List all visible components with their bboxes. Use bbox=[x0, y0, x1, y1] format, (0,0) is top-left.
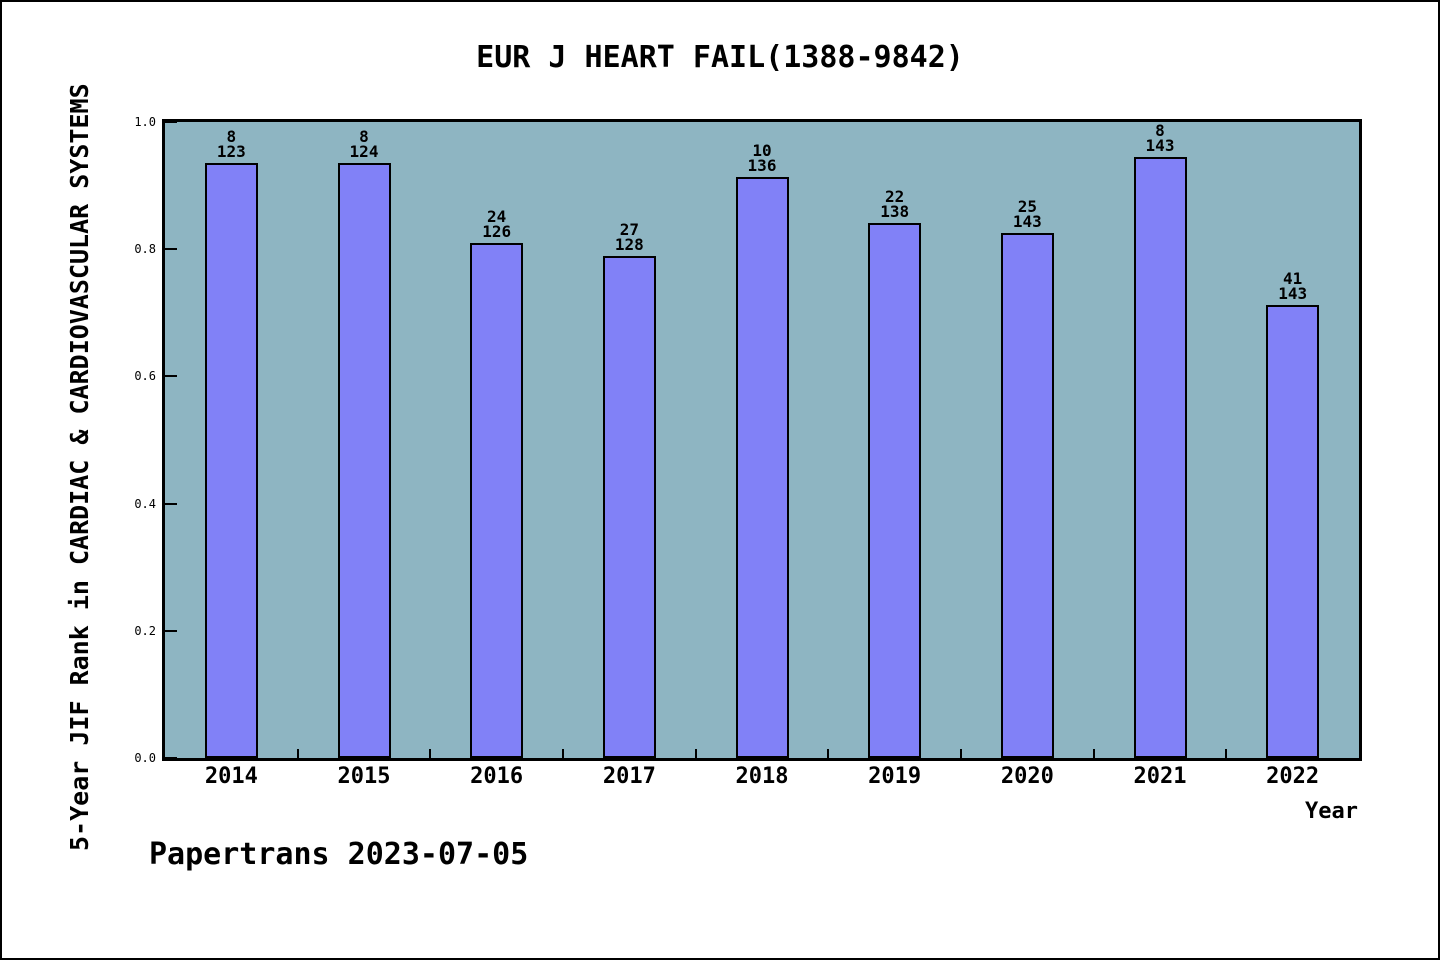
y-axis-tick bbox=[165, 502, 177, 505]
x-tick-label-2021: 2021 bbox=[1133, 764, 1187, 789]
bar-value-label-2020: 25 143 bbox=[967, 197, 1087, 231]
y-tick-label-1.0: 1.0 bbox=[134, 115, 156, 129]
y-tick-label-0.2: 0.2 bbox=[134, 623, 156, 638]
x-axis-tick bbox=[562, 749, 564, 758]
bar-rank-2018: 10 bbox=[752, 141, 772, 160]
footer-watermark: Papertrans 2023-07-05 bbox=[149, 837, 529, 872]
bar-rank-2014: 8 bbox=[226, 127, 237, 146]
bar-rank-2016: 24 bbox=[487, 207, 507, 226]
x-axis-tick bbox=[827, 749, 830, 758]
bar-rank-2022: 41 bbox=[1283, 269, 1303, 288]
y-axis-tick bbox=[165, 757, 177, 759]
bar-value-label-2019: 22 138 bbox=[835, 187, 955, 221]
y-axis-tick bbox=[165, 121, 177, 123]
x-tick-label-2017: 2017 bbox=[602, 764, 656, 789]
bar-value-label-2016: 24 126 bbox=[437, 207, 557, 241]
x-tick-label-2016: 2016 bbox=[470, 764, 524, 789]
y-tick-label-0.4: 0.4 bbox=[134, 496, 156, 511]
bar-rank-2017: 27 bbox=[619, 220, 639, 239]
x-tick-label-2020: 2020 bbox=[1000, 764, 1054, 789]
bar-2015 bbox=[337, 163, 391, 758]
bar-total-2016: 126 bbox=[482, 222, 512, 241]
bar-total-2015: 124 bbox=[349, 142, 379, 161]
bar-total-2017: 128 bbox=[614, 235, 644, 254]
x-tick-label-2018: 2018 bbox=[735, 764, 789, 789]
bar-total-2021: 143 bbox=[1145, 136, 1175, 155]
x-tick-label-2022: 2022 bbox=[1266, 764, 1320, 789]
y-tick-label-0.0: 0.0 bbox=[134, 751, 156, 765]
bar-rank-2020: 25 bbox=[1017, 197, 1037, 216]
bar-rank-2015: 8 bbox=[359, 127, 369, 146]
bar-total-2014: 123 bbox=[216, 142, 246, 161]
bar-value-label-2022: 41 143 bbox=[1233, 269, 1353, 303]
y-axis-tick bbox=[165, 375, 177, 378]
x-axis-label: Year bbox=[1305, 799, 1358, 824]
bar-2018 bbox=[735, 177, 789, 758]
bar-value-label-2021: 8 143 bbox=[1100, 121, 1220, 155]
bar-total-2018: 136 bbox=[747, 156, 777, 175]
x-axis-tick bbox=[429, 749, 432, 758]
bar-value-label-2018: 10 136 bbox=[702, 141, 822, 175]
bar-2022 bbox=[1266, 305, 1320, 758]
x-tick-label-2015: 2015 bbox=[337, 764, 391, 789]
bar-value-label-2017: 27 128 bbox=[569, 220, 689, 254]
plot-area: 8 123 8 124 24 126 27 128 10 136 22 138 25 143 8 143 41 1… bbox=[162, 119, 1362, 761]
bar-value-label-2014: 8 123 bbox=[171, 127, 291, 161]
bar-rank-2019: 22 bbox=[885, 187, 905, 206]
bar-total-2022: 143 bbox=[1278, 284, 1308, 303]
bar-2017 bbox=[602, 256, 656, 758]
y-axis-tick bbox=[165, 629, 177, 632]
bar-2019 bbox=[868, 223, 922, 758]
bar-2014 bbox=[204, 163, 258, 758]
bar-value-label-2015: 8 124 bbox=[304, 127, 424, 161]
y-tick-label-0.8: 0.8 bbox=[134, 242, 156, 257]
x-tick-label-2014: 2014 bbox=[204, 764, 258, 789]
y-axis-tick bbox=[165, 248, 177, 251]
x-axis-tick bbox=[1225, 749, 1228, 758]
x-tick-label-2019: 2019 bbox=[868, 764, 922, 789]
plot-inner: 8 123 8 124 24 126 27 128 10 136 22 138 25 143 8 143 41 1… bbox=[165, 121, 1359, 759]
chart-title: EUR J HEART FAIL(1388-9842) bbox=[476, 40, 964, 75]
y-tick-label-0.6: 0.6 bbox=[134, 369, 156, 384]
x-axis-tick bbox=[1092, 749, 1095, 758]
bar-total-2019: 138 bbox=[880, 202, 910, 221]
x-axis-tick bbox=[694, 749, 697, 758]
y-axis-label: 5-Year JIF Rank in CARDIAC & CARDIOVASCU… bbox=[65, 83, 94, 851]
bar-2021 bbox=[1133, 157, 1187, 758]
x-axis-tick bbox=[960, 749, 962, 758]
bar-2020 bbox=[1000, 233, 1054, 758]
x-axis-tick bbox=[296, 749, 299, 758]
bar-2016 bbox=[470, 243, 524, 758]
bar-total-2020: 143 bbox=[1012, 212, 1042, 231]
bar-rank-2021: 8 bbox=[1155, 121, 1165, 140]
